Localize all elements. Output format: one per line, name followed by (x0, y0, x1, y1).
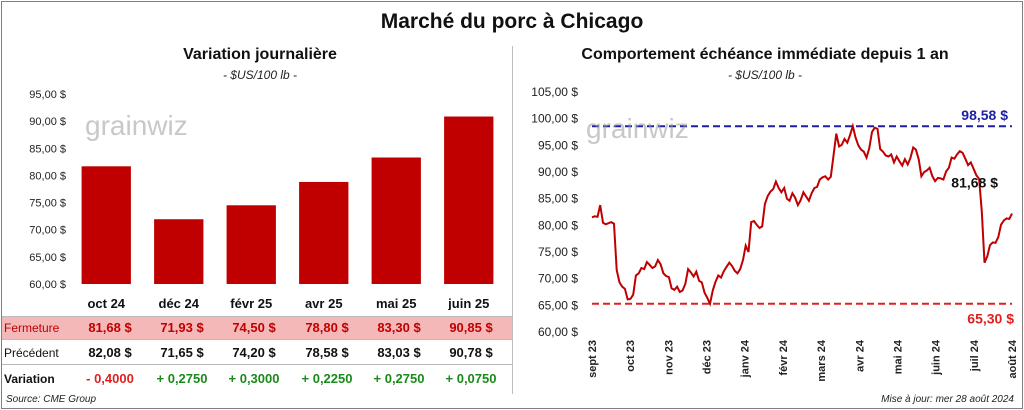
bar (154, 219, 204, 284)
y-tick-label: 75,00 $ (29, 198, 66, 210)
variation-cell: + 0,2750 (156, 371, 208, 386)
fermeture-cell: 90,85 $ (449, 320, 493, 335)
precedent-cell: 71,65 $ (160, 345, 204, 360)
fermeture-label: Fermeture (4, 321, 60, 335)
right-subtitle: Comportement échéance immédiate depuis 1… (581, 46, 949, 63)
x-tick-label: déc 24 (159, 296, 200, 310)
bar-x-axis: oct 24 déc 24 févr 25 avr 25 mai 25 juin 25 (87, 296, 489, 310)
x-tick-label: mai 25 (376, 296, 416, 310)
bar (299, 181, 349, 284)
y-tick-label: 100,00 $ (531, 112, 578, 126)
fermeture-cell: 74,50 $ (232, 320, 276, 335)
precedent-cell: 90,78 $ (449, 345, 493, 360)
y-tick-label: 95,00 $ (538, 138, 578, 152)
variation-cell: + 0,0750 (445, 371, 497, 386)
precedent-label: Précédent (4, 346, 59, 360)
bar-chart: 60,00 $ 65,00 $ 70,00 $ 75,00 $ 80,00 $ 85,00… (29, 89, 494, 310)
bar-series (81, 116, 494, 285)
x-tick-label: févr 25 (230, 296, 272, 310)
bar (226, 205, 276, 284)
precedent-cell: 82,08 $ (88, 345, 132, 360)
x-tick-label: févr 24 (778, 339, 790, 375)
page-title: Marché du porc à Chicago (380, 10, 644, 33)
precedent-cell: 74,20 $ (232, 345, 276, 360)
x-tick-label: déc 23 (702, 340, 714, 374)
fermeture-cell: 78,80 $ (305, 320, 349, 335)
y-tick-label: 70,00 $ (29, 225, 66, 237)
right-units: - $US/100 lb - (727, 68, 803, 82)
x-tick-label: oct 23 (625, 340, 637, 372)
last-value-label: 81,68 $ (951, 175, 998, 191)
variation-cell: + 0,2750 (373, 371, 425, 386)
precedent-row: Précédent 82,08 $ 71,65 $ 74,20 $ 78,58 … (2, 342, 512, 365)
y-tick-label: 80,00 $ (29, 170, 66, 182)
variation-cell: + 0,2250 (301, 371, 353, 386)
precedent-cell: 78,58 $ (305, 345, 349, 360)
x-tick-label: nov 23 (663, 340, 675, 375)
x-tick-label: oct 24 (87, 296, 125, 310)
x-tick-label: avr 24 (854, 339, 866, 372)
x-tick-label: sept 23 (587, 340, 599, 378)
price-series-line (591, 122, 1013, 307)
update-note: Mise à jour: mer 28 août 2024 (881, 394, 1014, 405)
y-tick-label: 90,00 $ (29, 116, 66, 128)
y-tick-label: 70,00 $ (538, 272, 578, 286)
x-tick-label: juin 25 (447, 296, 489, 310)
x-tick-label: mai 24 (892, 339, 904, 374)
variation-label: Variation (4, 372, 55, 386)
variation-cell: + 0,3000 (228, 371, 280, 386)
x-tick-label: juil 24 (969, 339, 981, 372)
fermeture-cell: 83,30 $ (377, 320, 421, 335)
x-tick-label: août 24 (1007, 339, 1019, 378)
fermeture-cell: 81,68 $ (88, 320, 132, 335)
y-tick-label: 60,00 $ (538, 325, 578, 339)
y-tick-label: 105,00 $ (531, 85, 578, 99)
line-chart: 60,00 $ 65,00 $ 70,00 $ 75,00 $ 80,00 $ 85,00… (531, 85, 1019, 382)
variation-row: Variation - 0,4000 + 0,2750 + 0,3000 + 0… (2, 368, 512, 390)
precedent-cell: 83,03 $ (377, 345, 421, 360)
line-y-axis: 60,00 $ 65,00 $ 70,00 $ 75,00 $ 80,00 $ 85,00… (531, 85, 578, 339)
line-x-axis: sept 23 oct 23 nov 23 déc 23 janv 24 févr 24 m… (587, 339, 1019, 381)
bar (81, 166, 131, 284)
bar-y-axis: 60,00 $ 65,00 $ 70,00 $ 75,00 $ 80,00 $ 85,00… (29, 89, 66, 291)
y-tick-label: 85,00 $ (29, 143, 66, 155)
high-value-label: 98,58 $ (961, 107, 1008, 123)
x-tick-label: avr 25 (305, 296, 343, 310)
low-value-label: 65,30 $ (967, 311, 1014, 327)
y-tick-label: 80,00 $ (538, 218, 578, 232)
variation-cell: - 0,4000 (86, 371, 134, 386)
watermark-left: grainwiz (85, 110, 188, 141)
x-tick-label: juin 24 (931, 339, 943, 376)
fermeture-cell: 71,93 $ (160, 320, 204, 335)
x-tick-label: mars 24 (816, 339, 828, 381)
y-tick-label: 90,00 $ (538, 165, 578, 179)
y-tick-label: 65,00 $ (29, 252, 66, 264)
source-note: Source: CME Group (6, 394, 97, 405)
fermeture-row: Fermeture 81,68 $ 71,93 $ 74,50 $ 78,80 … (2, 316, 512, 340)
y-tick-label: 95,00 $ (29, 89, 66, 101)
left-units: - $US/100 lb - (222, 68, 298, 82)
bar (444, 116, 494, 285)
y-tick-label: 75,00 $ (538, 245, 578, 259)
y-tick-label: 60,00 $ (29, 279, 66, 291)
y-tick-label: 85,00 $ (538, 192, 578, 206)
panel-divider (512, 46, 513, 394)
y-tick-label: 65,00 $ (538, 298, 578, 312)
x-tick-label: janv 24 (740, 339, 752, 378)
watermark-right: grainwiz (586, 113, 689, 144)
bar (371, 157, 421, 284)
left-subtitle: Variation journalière (183, 46, 337, 63)
